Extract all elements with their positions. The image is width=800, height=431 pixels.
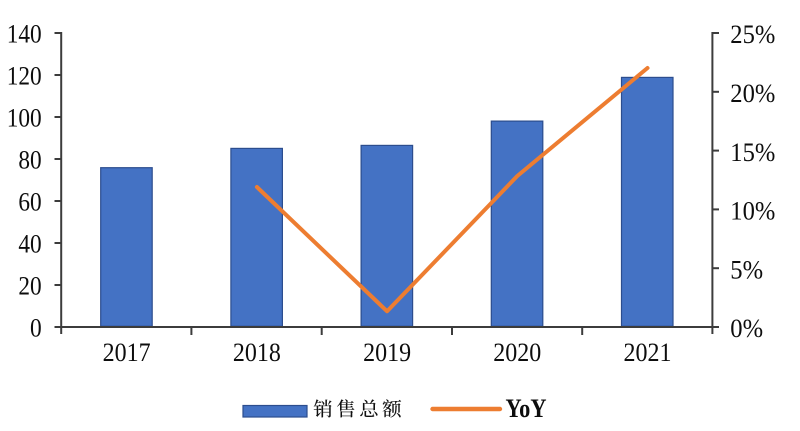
svg-text:10%: 10% (730, 197, 775, 226)
svg-text:2021: 2021 (624, 338, 672, 367)
svg-text:20: 20 (18, 272, 41, 301)
svg-text:20%: 20% (730, 79, 775, 108)
svg-text:140: 140 (7, 20, 42, 49)
svg-text:0%: 0% (730, 314, 763, 343)
svg-text:2020: 2020 (493, 338, 541, 367)
svg-text:100: 100 (7, 104, 42, 133)
svg-text:0: 0 (30, 314, 42, 343)
svg-text:YoY: YoY (506, 394, 547, 423)
svg-text:2017: 2017 (103, 338, 151, 367)
svg-text:5%: 5% (730, 255, 763, 284)
svg-text:60: 60 (18, 188, 41, 217)
svg-text:2018: 2018 (233, 338, 281, 367)
svg-text:80: 80 (18, 146, 41, 175)
svg-text:25%: 25% (730, 20, 775, 49)
svg-text:2019: 2019 (363, 338, 411, 367)
svg-text:15%: 15% (730, 138, 775, 167)
svg-text:40: 40 (18, 230, 41, 259)
svg-text:120: 120 (7, 62, 42, 91)
